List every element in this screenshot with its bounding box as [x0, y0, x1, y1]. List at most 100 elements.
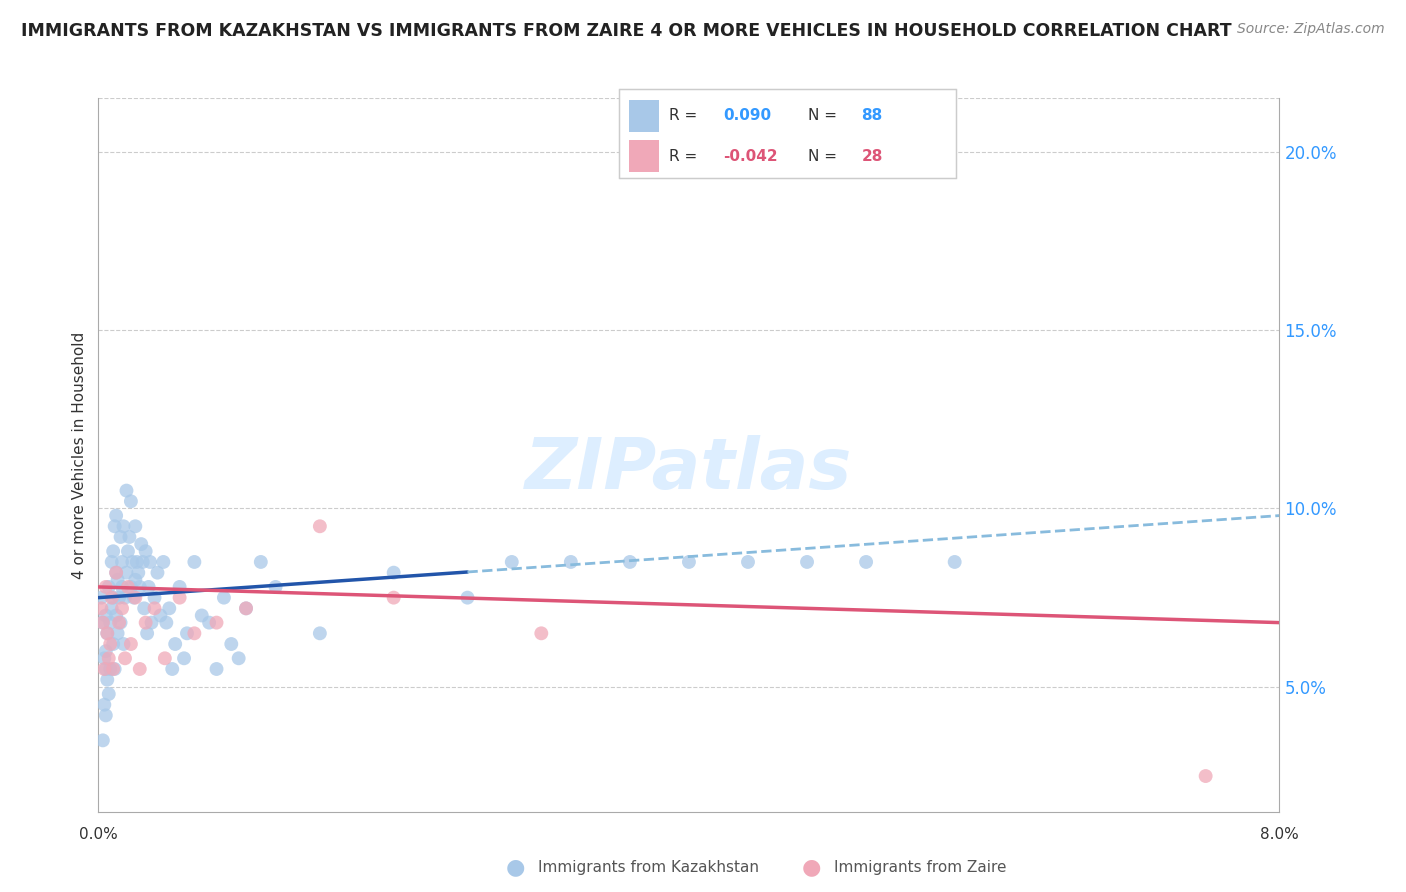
Text: 0.090: 0.090 [723, 109, 772, 123]
Point [96, 626, 118, 640]
Point [796, 555, 818, 569]
Point [91, 615, 114, 630]
Point [94, 708, 117, 723]
Point [219, 637, 242, 651]
Point [104, 519, 127, 533]
Point [90, 591, 112, 605]
Point [125, 555, 148, 569]
Point [117, 580, 139, 594]
Point [228, 651, 250, 665]
Point [107, 626, 129, 640]
FancyBboxPatch shape [628, 140, 659, 171]
Point [132, 555, 155, 569]
Point [128, 580, 150, 594]
Text: 28: 28 [862, 149, 883, 163]
Point [264, 580, 287, 594]
Point [110, 530, 132, 544]
Point [127, 566, 149, 580]
Point [91, 615, 114, 630]
Point [235, 601, 257, 615]
Point [134, 601, 156, 615]
Point [103, 591, 125, 605]
Point [117, 544, 139, 558]
Point [205, 662, 228, 676]
Point [169, 580, 191, 594]
Text: ZIPatlas: ZIPatlas [526, 434, 852, 504]
Point [105, 566, 128, 580]
Point [112, 519, 135, 533]
Point [91, 733, 114, 747]
Point [93, 662, 115, 676]
Text: N =: N = [807, 109, 841, 123]
Point [235, 601, 257, 615]
Point [135, 615, 157, 630]
Point [93, 698, 115, 712]
Point [183, 555, 205, 569]
Point [205, 615, 228, 630]
Point [456, 591, 478, 605]
Point [111, 601, 134, 615]
Point [152, 555, 174, 569]
Point [138, 580, 160, 594]
Point [115, 483, 138, 498]
Point [100, 555, 122, 569]
Text: ●: ● [801, 857, 821, 877]
Point [153, 651, 176, 665]
Point [98, 615, 121, 630]
Point [139, 555, 162, 569]
Point [90, 601, 112, 615]
Point [96, 626, 118, 640]
Point [112, 637, 135, 651]
Point [155, 615, 177, 630]
Text: Immigrants from Kazakhstan: Immigrants from Kazakhstan [538, 860, 759, 874]
Text: R =: R = [669, 109, 703, 123]
Point [198, 615, 221, 630]
Point [560, 555, 582, 569]
Point [141, 615, 163, 630]
Point [128, 662, 150, 676]
Point [108, 591, 131, 605]
Point [250, 555, 273, 569]
Point [308, 519, 332, 533]
Point [97, 651, 120, 665]
Point [94, 608, 117, 623]
Point [136, 626, 159, 640]
Point [97, 687, 120, 701]
Point [94, 580, 117, 594]
FancyBboxPatch shape [628, 100, 659, 131]
Point [103, 662, 125, 676]
Point [104, 662, 127, 676]
Point [308, 626, 332, 640]
Point [105, 566, 128, 580]
Point [149, 608, 172, 623]
Point [143, 601, 166, 615]
Point [103, 544, 125, 558]
Point [124, 573, 146, 587]
Point [143, 591, 166, 605]
Point [501, 555, 523, 569]
Text: -0.042: -0.042 [723, 149, 778, 163]
Point [165, 637, 187, 651]
Point [382, 566, 405, 580]
Text: 0.0%: 0.0% [79, 827, 118, 841]
Point [110, 615, 132, 630]
Point [530, 626, 553, 640]
Point [97, 580, 120, 594]
Text: R =: R = [669, 149, 703, 163]
Point [162, 662, 183, 676]
Point [173, 651, 195, 665]
Point [124, 591, 146, 605]
Point [619, 555, 641, 569]
Text: ●: ● [506, 857, 526, 877]
Text: Source: ZipAtlas.com: Source: ZipAtlas.com [1237, 22, 1385, 37]
Point [121, 555, 143, 569]
Point [107, 573, 129, 587]
Point [129, 537, 152, 551]
Point [943, 555, 966, 569]
Point [96, 673, 118, 687]
Point [855, 555, 877, 569]
Point [120, 580, 142, 594]
Point [98, 637, 121, 651]
Text: N =: N = [807, 149, 841, 163]
Point [191, 608, 214, 623]
